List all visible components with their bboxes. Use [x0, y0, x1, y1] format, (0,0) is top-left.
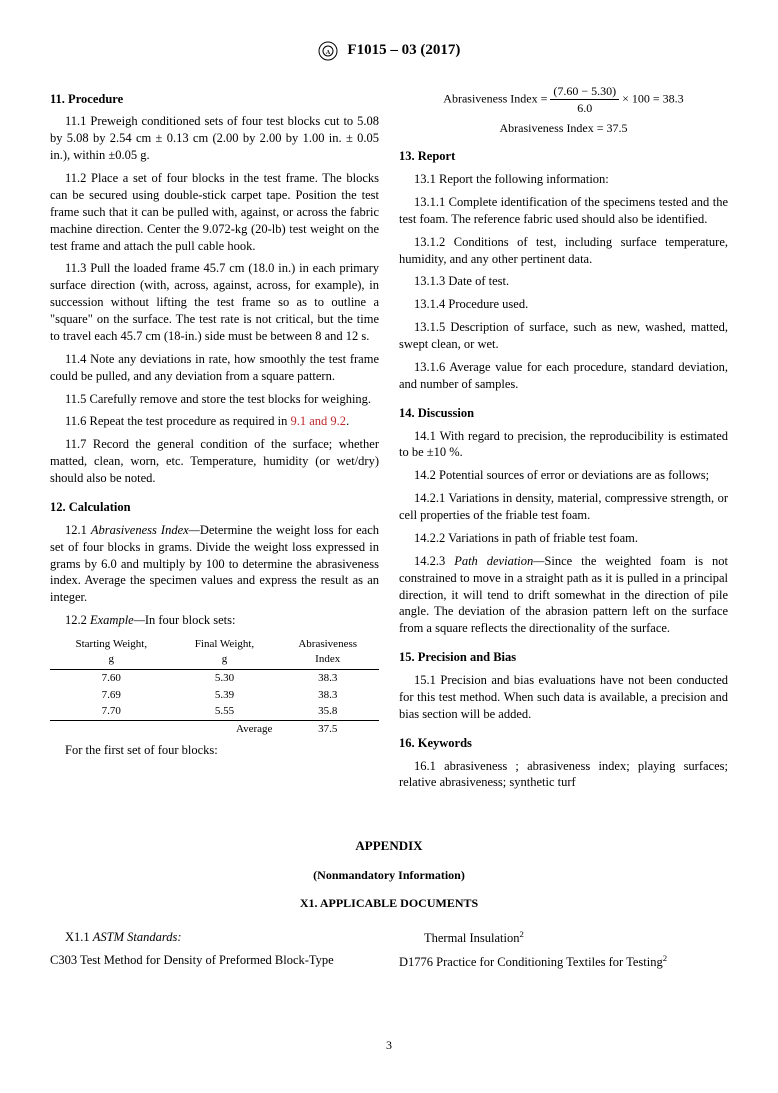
document-header: A F1015 – 03 (2017): [50, 40, 728, 61]
right-column: Abrasiveness Index = (7.60 − 5.30) 6.0 ×…: [399, 79, 728, 798]
appendix-subtitle: (Nonmandatory Information): [50, 867, 728, 883]
table-header-row: Starting Weight,g Final Weight,g Abrasiv…: [50, 635, 379, 669]
para-14-1: 14.1 With regard to precision, the repro…: [399, 428, 728, 462]
table-row: 7.605.3038.3: [50, 669, 379, 686]
para-11-4: 11.4 Note any deviations in rate, how sm…: [50, 351, 379, 385]
table-avg-row: Average37.5: [50, 721, 379, 738]
footnote-ref-2a: 2: [519, 929, 523, 939]
para-15-1: 15.1 Precision and bias evaluations have…: [399, 672, 728, 723]
section-11-title: 11. Procedure: [50, 91, 379, 108]
para-x1-1: X1.1 ASTM Standards:: [50, 929, 379, 946]
para-12-3: For the first set of four blocks:: [50, 742, 379, 759]
appendix-columns: X1.1 ASTM Standards: C303 Test Method fo…: [50, 929, 728, 977]
col-final-weight: Final Weight,g: [173, 635, 277, 669]
para-14-2-3: 14.2.3 Path deviation—Since the weighted…: [399, 553, 728, 637]
designation: F1015 – 03 (2017): [347, 42, 460, 58]
col-start-weight: Starting Weight,g: [50, 635, 173, 669]
fraction: (7.60 − 5.30) 6.0: [550, 83, 619, 116]
para-12-2: 12.2 Example—In four block sets:: [50, 612, 379, 629]
astm-logo-icon: A: [318, 41, 338, 61]
para-11-2: 11.2 Place a set of four blocks in the t…: [50, 170, 379, 254]
appendix: APPENDIX (Nonmandatory Information) X1. …: [50, 837, 728, 911]
ref-d1776: D1776 Practice for Conditioning Textiles…: [399, 953, 728, 971]
para-14-2: 14.2 Potential sources of error or devia…: [399, 467, 728, 484]
para-13-1: 13.1 Report the following information:: [399, 171, 728, 188]
formula-1: Abrasiveness Index = (7.60 − 5.30) 6.0 ×…: [399, 83, 728, 116]
footnote-ref-2b: 2: [663, 953, 667, 963]
para-11-7: 11.7 Record the general condition of the…: [50, 436, 379, 487]
para-13-1-2: 13.1.2 Conditions of test, including sur…: [399, 234, 728, 268]
section-12-title: 12. Calculation: [50, 499, 379, 516]
para-11-6: 11.6 Repeat the test procedure as requir…: [50, 413, 379, 430]
ref-c303: C303 Test Method for Density of Preforme…: [50, 952, 379, 969]
formula-2: Abrasiveness Index = 37.5: [399, 120, 728, 136]
table-row: 7.695.3938.3: [50, 687, 379, 704]
para-16-1: 16.1 abrasiveness ; abrasiveness index; …: [399, 758, 728, 792]
example-table: Starting Weight,g Final Weight,g Abrasiv…: [50, 635, 379, 738]
col-abrasiveness: AbrasivenessIndex: [276, 635, 379, 669]
appendix-right: Thermal Insulation2 D1776 Practice for C…: [399, 929, 728, 977]
page-number: 3: [50, 1037, 728, 1053]
para-13-1-3: 13.1.3 Date of test.: [399, 273, 728, 290]
section-13-title: 13. Report: [399, 148, 728, 165]
para-13-1-1: 13.1.1 Complete identification of the sp…: [399, 194, 728, 228]
appendix-title: APPENDIX: [50, 837, 728, 855]
appendix-section-title: X1. APPLICABLE DOCUMENTS: [50, 895, 728, 911]
para-11-5: 11.5 Carefully remove and store the test…: [50, 391, 379, 408]
para-11-3: 11.3 Pull the loaded frame 45.7 cm (18.0…: [50, 260, 379, 344]
para-13-1-4: 13.1.4 Procedure used.: [399, 296, 728, 313]
section-16-title: 16. Keywords: [399, 735, 728, 752]
para-14-2-1: 14.2.1 Variations in density, material, …: [399, 490, 728, 524]
section-14-title: 14. Discussion: [399, 405, 728, 422]
main-columns: 11. Procedure 11.1 Preweigh conditioned …: [50, 79, 728, 798]
table-body: 7.605.3038.3 7.695.3938.3 7.705.5535.8 A…: [50, 669, 379, 738]
para-13-1-6: 13.1.6 Average value for each procedure,…: [399, 359, 728, 393]
para-12-1: 12.1 Abrasiveness Index—Determine the we…: [50, 522, 379, 606]
para-14-2-2: 14.2.2 Variations in path of friable tes…: [399, 530, 728, 547]
para-13-1-5: 13.1.5 Description of surface, such as n…: [399, 319, 728, 353]
ref-link-9-1-9-2[interactable]: 9.1 and 9.2: [291, 414, 347, 428]
ref-c303-cont: Thermal Insulation2: [399, 929, 728, 947]
left-column: 11. Procedure 11.1 Preweigh conditioned …: [50, 79, 379, 798]
section-15-title: 15. Precision and Bias: [399, 649, 728, 666]
appendix-left: X1.1 ASTM Standards: C303 Test Method fo…: [50, 929, 379, 977]
svg-text:A: A: [326, 50, 331, 56]
para-11-1: 11.1 Preweigh conditioned sets of four t…: [50, 113, 379, 164]
table-row: 7.705.5535.8: [50, 703, 379, 720]
